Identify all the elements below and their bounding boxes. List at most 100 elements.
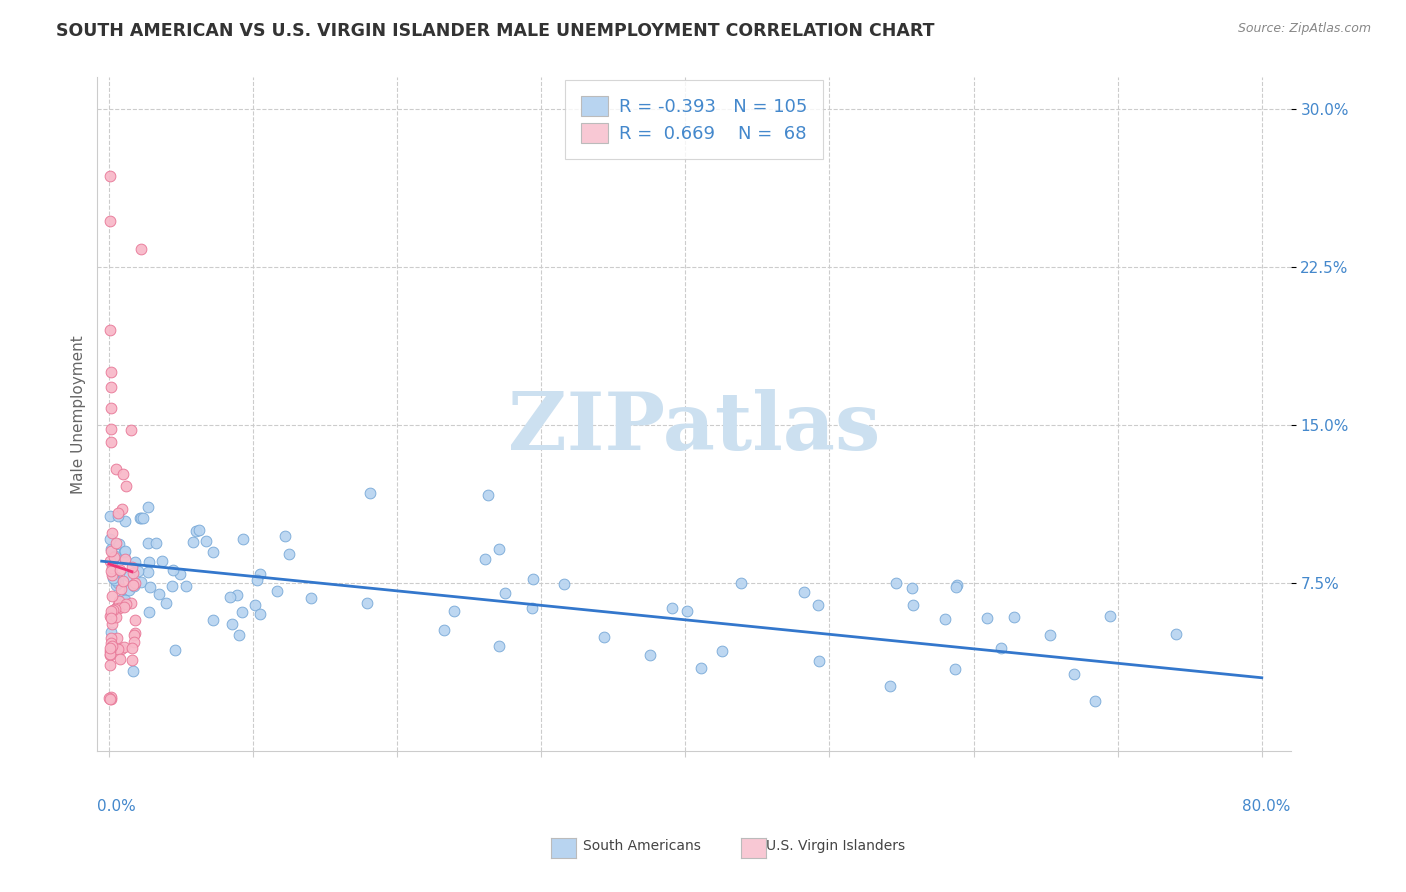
Point: [129, 511, 152, 525]
Point: [124, 628, 146, 642]
Point: [105, 632, 128, 646]
Point: [115, 479, 138, 493]
Point: [277, 547, 299, 561]
Point: [136, 565, 159, 579]
Point: [943, 662, 966, 676]
Point: [522, 572, 544, 586]
Point: [100, 624, 122, 639]
Point: [120, 423, 142, 437]
Point: [710, 644, 733, 658]
Point: [901, 581, 924, 595]
Point: [132, 510, 155, 524]
Point: [114, 544, 136, 558]
Point: [494, 586, 516, 600]
Point: [100, 542, 122, 557]
Text: 0.0%: 0.0%: [97, 798, 136, 814]
Point: [990, 640, 1012, 655]
Point: [174, 579, 197, 593]
Point: [945, 577, 967, 591]
Point: [474, 551, 496, 566]
Point: [553, 577, 575, 591]
Point: [201, 545, 224, 559]
Point: [110, 582, 132, 596]
Point: [100, 365, 122, 379]
Point: [274, 529, 297, 543]
Point: [100, 561, 122, 575]
Point: [120, 596, 142, 610]
Point: [112, 467, 135, 481]
Point: [122, 566, 145, 580]
Point: [105, 570, 128, 584]
Point: [266, 583, 288, 598]
Point: [100, 434, 122, 449]
Point: [100, 604, 122, 618]
Point: [98, 169, 121, 184]
Point: [807, 598, 830, 612]
Point: [181, 534, 204, 549]
Point: [901, 598, 924, 612]
Point: [219, 590, 242, 604]
Point: [112, 545, 135, 559]
Point: [730, 576, 752, 591]
Point: [98, 509, 121, 524]
Point: [107, 572, 129, 586]
Legend: R = -0.393   N = 105, R =  0.669    N =  68: R = -0.393 N = 105, R = 0.669 N = 68: [565, 79, 824, 160]
Text: South Americans: South Americans: [583, 838, 702, 853]
Point: [356, 596, 378, 610]
Point: [101, 639, 124, 653]
Point: [638, 648, 661, 662]
Point: [100, 648, 122, 663]
Point: [115, 598, 138, 612]
Point: [117, 569, 139, 583]
Point: [107, 641, 129, 656]
Point: [934, 612, 956, 626]
Point: [162, 564, 184, 578]
Point: [593, 630, 616, 644]
Point: [793, 585, 815, 599]
Point: [122, 664, 145, 678]
Point: [98, 691, 121, 706]
Point: [138, 605, 160, 619]
Point: [100, 567, 122, 582]
Text: SOUTH AMERICAN VS U.S. VIRGIN ISLANDER MALE UNEMPLOYMENT CORRELATION CHART: SOUTH AMERICAN VS U.S. VIRGIN ISLANDER M…: [56, 22, 935, 40]
Point: [104, 602, 127, 616]
Point: [129, 510, 152, 524]
Point: [100, 533, 122, 547]
Point: [122, 579, 145, 593]
Point: [359, 486, 381, 500]
Text: U.S. Virgin Islanders: U.S. Virgin Islanders: [766, 838, 905, 853]
Point: [98, 691, 121, 706]
Point: [121, 653, 143, 667]
Point: [100, 564, 122, 578]
Point: [100, 590, 122, 604]
Point: [108, 651, 131, 665]
Point: [103, 571, 125, 585]
Point: [228, 628, 250, 642]
Point: [129, 242, 152, 256]
Point: [111, 591, 134, 606]
Point: [127, 564, 149, 578]
Point: [443, 604, 465, 618]
Point: [111, 502, 134, 516]
Point: [139, 580, 162, 594]
Point: [1098, 608, 1121, 623]
Point: [107, 509, 129, 524]
Point: [124, 613, 146, 627]
Point: [122, 578, 145, 592]
Point: [100, 422, 122, 436]
Point: [160, 579, 183, 593]
Point: [114, 593, 136, 607]
Point: [100, 543, 122, 558]
Text: ZIPatlas: ZIPatlas: [508, 389, 880, 467]
Point: [145, 535, 167, 549]
Point: [187, 523, 209, 537]
Point: [103, 549, 125, 564]
Point: [138, 536, 160, 550]
Point: [520, 601, 543, 615]
Text: 80.0%: 80.0%: [1243, 798, 1291, 814]
Point: [112, 599, 135, 614]
Point: [107, 506, 129, 520]
Point: [1063, 667, 1085, 681]
Point: [98, 647, 121, 661]
Point: [884, 576, 907, 591]
